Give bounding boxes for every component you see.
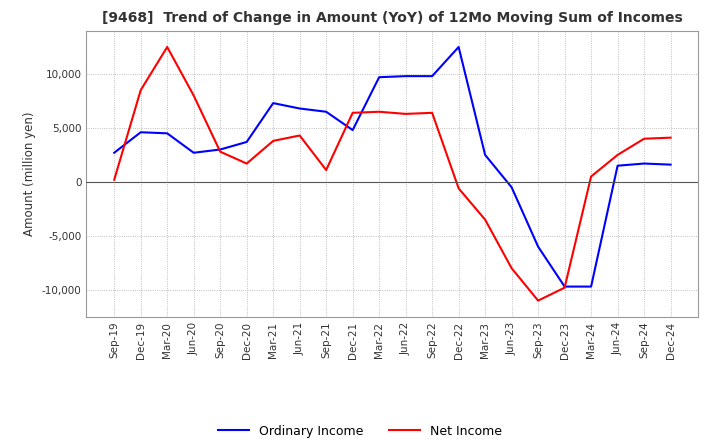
Net Income (348, 110, 357, 115)
Net Income (269, 138, 277, 143)
Ordinary Income (269, 100, 277, 106)
Ordinary Income (216, 147, 225, 152)
Legend: Ordinary Income, Net Income: Ordinary Income, Net Income (213, 420, 507, 440)
Net Income (375, 109, 384, 114)
Net Income (534, 298, 542, 303)
Ordinary Income (428, 73, 436, 79)
Ordinary Income (189, 150, 198, 155)
Ordinary Income (375, 74, 384, 80)
Net Income (666, 135, 675, 140)
Net Income (613, 152, 622, 158)
Title: [9468]  Trend of Change in Amount (YoY) of 12Mo Moving Sum of Incomes: [9468] Trend of Change in Amount (YoY) o… (102, 11, 683, 26)
Ordinary Income (295, 106, 304, 111)
Ordinary Income (110, 150, 119, 155)
Net Income (428, 110, 436, 115)
Line: Net Income: Net Income (114, 47, 670, 301)
Net Income (401, 111, 410, 117)
Ordinary Income (587, 284, 595, 289)
Y-axis label: Amount (million yen): Amount (million yen) (23, 112, 36, 236)
Ordinary Income (243, 139, 251, 145)
Ordinary Income (640, 161, 649, 166)
Ordinary Income (322, 109, 330, 114)
Ordinary Income (613, 163, 622, 169)
Net Income (110, 177, 119, 182)
Net Income (454, 186, 463, 191)
Net Income (136, 88, 145, 93)
Net Income (587, 174, 595, 179)
Ordinary Income (348, 128, 357, 133)
Net Income (189, 93, 198, 98)
Ordinary Income (163, 131, 171, 136)
Net Income (295, 133, 304, 138)
Net Income (163, 44, 171, 50)
Net Income (216, 149, 225, 154)
Ordinary Income (481, 152, 490, 158)
Net Income (560, 285, 569, 290)
Ordinary Income (401, 73, 410, 79)
Ordinary Income (454, 44, 463, 50)
Ordinary Income (136, 130, 145, 135)
Net Income (508, 266, 516, 271)
Net Income (322, 167, 330, 172)
Net Income (481, 217, 490, 222)
Net Income (243, 161, 251, 166)
Net Income (640, 136, 649, 141)
Line: Ordinary Income: Ordinary Income (114, 47, 670, 286)
Ordinary Income (508, 185, 516, 190)
Ordinary Income (666, 162, 675, 167)
Ordinary Income (560, 284, 569, 289)
Ordinary Income (534, 244, 542, 249)
